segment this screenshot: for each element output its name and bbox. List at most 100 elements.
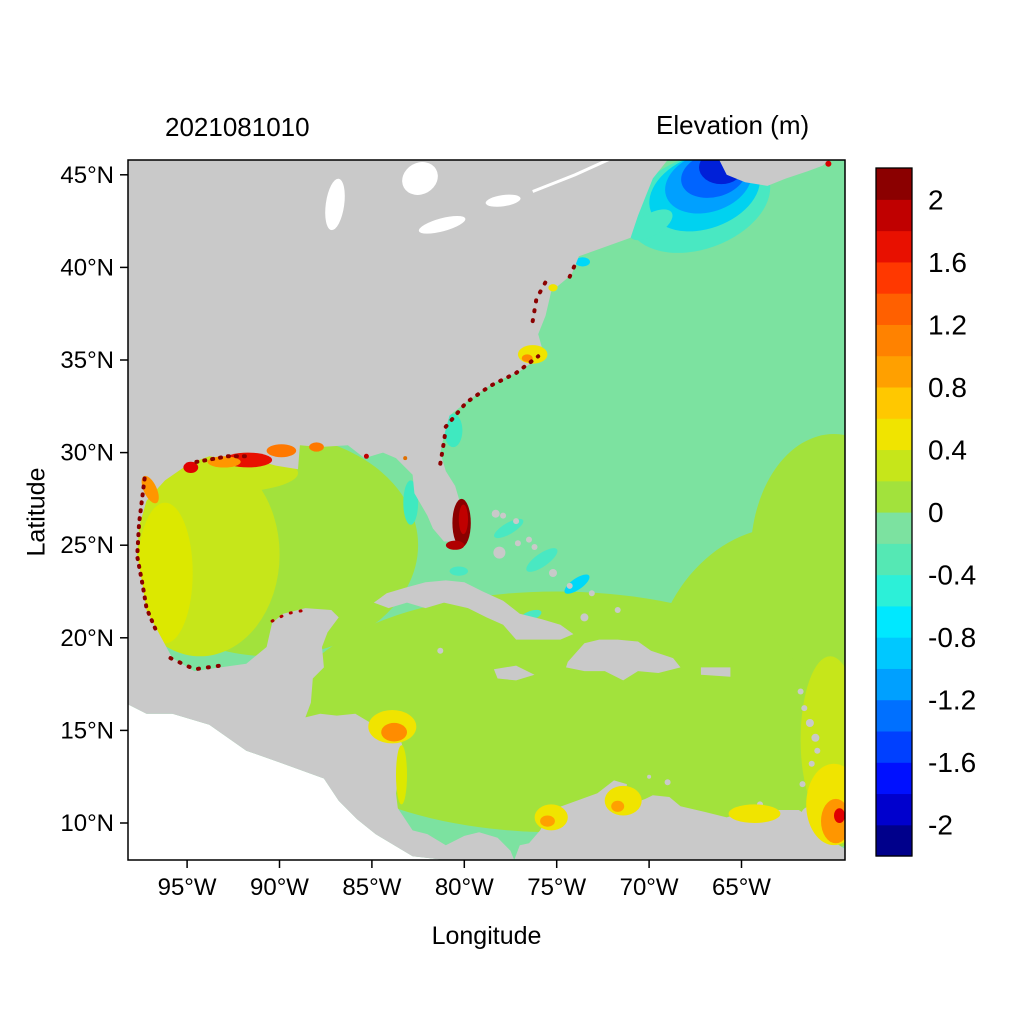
coastal-anomaly-patch — [604, 785, 642, 816]
land-south-america — [514, 780, 845, 860]
coastal-speckles — [270, 608, 307, 623]
island — [805, 719, 814, 727]
y-tick-label: 45°N — [60, 162, 114, 189]
island — [588, 590, 595, 597]
x-tick-label: 95°W — [158, 874, 217, 901]
lake — [418, 215, 466, 234]
land-puerto-rico — [700, 667, 731, 677]
colorbar-segment — [876, 824, 912, 857]
plot-frame — [127, 159, 846, 861]
coastal-speckles — [567, 258, 579, 279]
colorbar-tick-label: 1.2 — [928, 309, 967, 340]
colorbar-segment — [876, 793, 912, 826]
coastal-anomaly-patch — [521, 354, 533, 362]
x-tick-label: 90°W — [250, 874, 309, 901]
outside-domain — [128, 704, 446, 860]
colorbar-tick-label: 0.4 — [928, 435, 967, 466]
colorbar-segment — [876, 762, 912, 795]
colorbar-segment — [876, 449, 912, 482]
colorbar-segment — [876, 637, 912, 669]
colorbar-tick-label: 0 — [928, 497, 944, 528]
lake — [485, 194, 521, 207]
x-tick-label: 85°W — [342, 874, 401, 901]
y-tick-label: 20°N — [60, 625, 114, 652]
colorbar-tick-label: -0.8 — [928, 622, 976, 653]
colorbar-tick-label: -0.4 — [928, 560, 976, 591]
coastal-anomaly-patch — [183, 461, 199, 473]
coastal-anomaly-patch — [611, 800, 625, 812]
island — [614, 607, 621, 613]
colorbar-segment — [876, 668, 912, 701]
island — [811, 733, 820, 742]
y-tick-label: 10°N — [60, 810, 114, 837]
ocean-elevation-patch — [575, 257, 590, 267]
coastal-speckles — [530, 276, 550, 324]
coastal-speckles — [135, 476, 160, 637]
x-tick-label: 80°W — [435, 874, 494, 901]
coastal-anomaly-patch — [396, 745, 407, 805]
ocean-elevation-patch — [750, 434, 845, 675]
land-cuba — [373, 580, 574, 640]
colorbar-segment — [876, 512, 912, 544]
colorbar-segment — [876, 199, 912, 232]
x-tick-label: 70°W — [620, 874, 679, 901]
coastal-speckles — [168, 656, 223, 672]
y-tick-label: 30°N — [60, 440, 114, 467]
land-hispaniola — [566, 639, 681, 681]
ocean-elevation-patch — [444, 413, 463, 448]
colorbar-title: Elevation (m) — [656, 110, 810, 140]
colorbar-tick-label: 0.8 — [928, 372, 967, 403]
y-tick-label: 25°N — [60, 532, 114, 559]
lake — [325, 178, 345, 231]
land-nova-scotia — [719, 160, 829, 186]
island — [513, 518, 520, 525]
coastal-anomaly-patch — [266, 444, 297, 458]
colorbar-segment — [876, 355, 912, 388]
coastal-speckles — [194, 454, 254, 464]
colorbar-segment — [876, 230, 912, 263]
x-axis-label: Longitude — [431, 922, 542, 950]
y-axis-label: Latitude — [22, 467, 51, 557]
colorbar-segment — [876, 261, 912, 294]
ocean-elevation-patch — [137, 502, 193, 644]
colorbar-segment — [876, 730, 912, 763]
coastal-anomaly-patch — [548, 284, 558, 292]
island — [549, 569, 557, 577]
x-tick-label: 65°W — [712, 874, 771, 901]
island — [799, 781, 806, 788]
map-area — [128, 160, 845, 860]
island — [801, 705, 808, 712]
colorbar-segment — [876, 386, 912, 419]
colorbar-segment — [876, 293, 912, 325]
island — [493, 546, 506, 559]
anomaly-dot — [825, 160, 832, 167]
coastal-anomaly-patch — [821, 798, 845, 844]
river — [532, 160, 612, 193]
island — [647, 774, 652, 779]
coastal-speckles — [443, 354, 541, 429]
x-tick-label: 75°W — [527, 874, 586, 901]
colorbar-tick-label: -1.6 — [928, 747, 976, 778]
island — [808, 760, 815, 767]
ocean-elevation-patch — [629, 209, 673, 241]
land-mainland — [128, 160, 668, 860]
island — [531, 544, 538, 550]
island — [514, 540, 521, 547]
colorbar-segment — [876, 168, 912, 200]
island — [664, 779, 671, 786]
lake — [402, 162, 438, 195]
coastal-anomaly-patch — [728, 804, 781, 823]
ocean-elevation-patch — [449, 566, 468, 576]
coastal-anomaly-patch — [458, 504, 468, 535]
coastal-anomaly-patch — [540, 815, 555, 827]
coastal-anomaly-patch — [381, 722, 407, 742]
y-tick-label: 15°N — [60, 717, 114, 744]
island — [566, 582, 573, 589]
colorbar-tick-label: 1.6 — [928, 247, 967, 278]
coastal-anomaly-patch — [445, 540, 465, 550]
colorbar-frame — [875, 167, 913, 857]
y-tick-label: 40°N — [60, 254, 114, 281]
coastal-anomaly-patch — [141, 475, 159, 504]
